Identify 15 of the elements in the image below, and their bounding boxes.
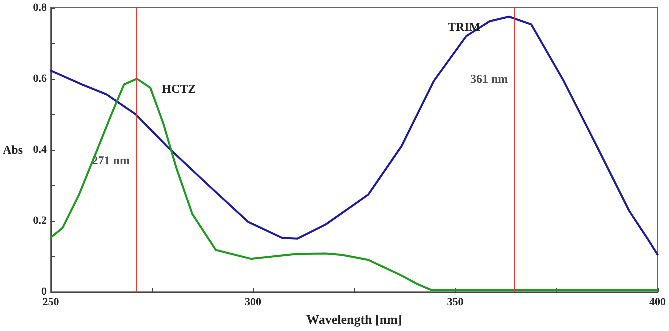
x-tick-label: 300 [245,296,262,309]
y-tick-label: 0 [42,286,48,298]
y-tick-label: 0.4 [33,144,48,156]
series-label: HCTZ [162,82,196,96]
x-tick-label: 350 [447,296,464,309]
x-tick-label: 400 [650,296,666,309]
y-tick-label: 0.8 [33,2,48,14]
line-series [50,16,659,256]
y-tick-label: 0.6 [33,73,48,86]
annotation: 361 nm [470,72,508,86]
series-label: TRIM [448,20,481,34]
x-tick-label: 250 [42,296,60,309]
y-axis-title: Abs [2,143,24,158]
y-tick-label: 0.2 [33,215,48,228]
x-axis-title: Wavelength [nm] [306,312,402,327]
